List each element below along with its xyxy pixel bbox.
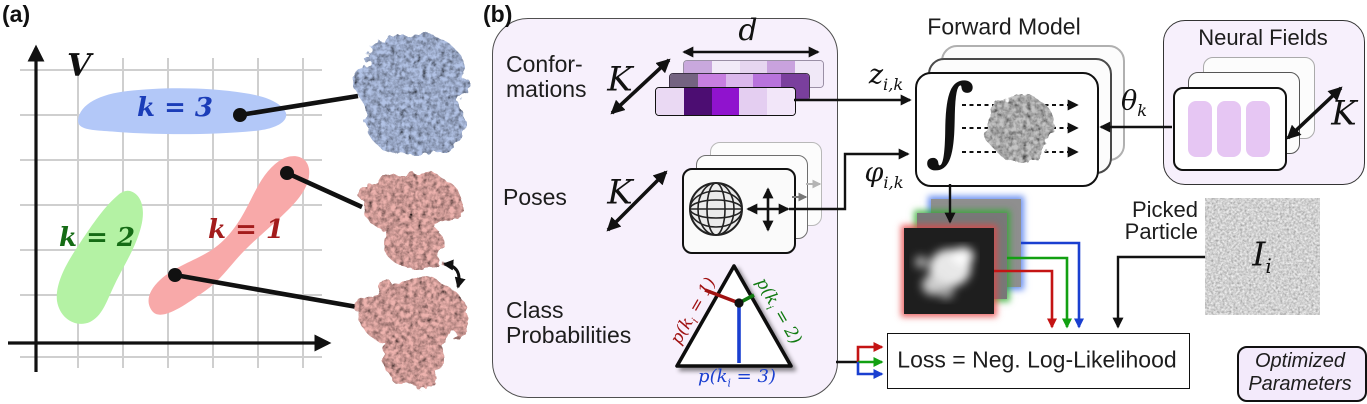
connector-line-k1-bottom <box>174 272 364 311</box>
conformations-label: Confor- mations <box>506 52 587 102</box>
neural-field-weight-bar <box>1217 101 1241 157</box>
neural-field-weight-bar <box>1246 101 1270 157</box>
protein-map-pink-top <box>361 169 461 269</box>
sample-connectors <box>168 93 364 311</box>
theta-symbol: θk <box>1120 85 1148 120</box>
pose-symbol: φi,k <box>864 157 904 192</box>
cluster-blob-k2 <box>56 190 143 324</box>
picked-particle-arrow <box>1112 255 1205 329</box>
picked-particle-label: Picked Particle <box>1108 197 1198 245</box>
theta-symbol-main: θ <box>1120 85 1138 117</box>
picked-particle-image <box>1205 198 1320 315</box>
neural-fields-title: Neural Fields <box>1198 25 1328 51</box>
sample-dot-k3 <box>233 108 247 122</box>
loss-label: Loss = Neg. Log-Likelihood <box>897 346 1177 373</box>
dimension-symbol: d <box>738 12 758 48</box>
neural-field-weight-bar <box>1188 101 1212 157</box>
protein-map-blue <box>357 33 469 158</box>
particle-image-symbol: Ii <box>1252 234 1272 279</box>
p3-pre: p(k <box>698 365 728 387</box>
rotation-arrow <box>442 259 466 289</box>
connector-line-k1-top <box>286 170 363 210</box>
theta-symbol-subscript: k <box>1137 100 1148 120</box>
class-prob-red-arrow <box>856 342 884 362</box>
latent-symbol-main: z <box>868 59 884 91</box>
panel-b-tag: (b) <box>483 1 513 27</box>
poses-k-symbol: K <box>607 172 633 213</box>
loss-box <box>887 333 1190 389</box>
pose-symbol-subscript: i,k <box>883 172 904 192</box>
projection-blue-arrow <box>1021 241 1084 329</box>
class-label-line2: Probabilities <box>506 321 632 348</box>
cluster-label-k3: k = 3 <box>137 92 213 123</box>
class-prob-blue-arrow <box>856 362 884 379</box>
projection-image-front <box>904 228 994 314</box>
latent-symbol-subscript: i,k <box>883 74 904 94</box>
neural-fields-k-symbol: K <box>1331 93 1357 134</box>
conformation-bar-front <box>655 87 796 116</box>
optimized-parameters-box <box>1237 346 1367 402</box>
particle-symbol-main: I <box>1252 234 1266 274</box>
conformations-label-line2: mations <box>506 75 587 102</box>
neural-field-card-front <box>1173 87 1287 171</box>
p3-sub: i <box>727 376 731 390</box>
conformations-k-symbol: K <box>607 59 633 100</box>
pose-card-front <box>682 168 796 254</box>
particle-symbol-subscript: i <box>1265 255 1272 279</box>
panel-a-tag: (a) <box>2 1 31 27</box>
simplex-label-p3: p(ki = 3) <box>698 367 776 389</box>
latent-code-symbol: zi,k <box>868 59 904 94</box>
pose-symbol-main: φ <box>864 157 884 189</box>
connector-line-k3 <box>239 93 359 118</box>
p3-post: = 3) <box>730 365 776 387</box>
protein-map-pink-bottom <box>358 279 468 389</box>
sample-dot-k1-bottom <box>168 268 182 282</box>
optimized-label-line2: Parameters <box>1248 373 1352 395</box>
optimized-parameters-label: Optimized Parameters <box>1237 350 1363 396</box>
conformations-label-line1: Confor- <box>506 51 583 77</box>
optimized-label-line1: Optimized <box>1254 350 1346 372</box>
class-probabilities-label: Class Probabilities <box>506 298 631 348</box>
latent-space-symbol: V <box>66 47 92 84</box>
sample-dot-k1-top <box>280 166 294 180</box>
picked-label-line1: Picked <box>1131 197 1198 222</box>
cluster-label-k1: k = 1 <box>208 214 284 245</box>
picked-label-line2: Particle <box>1124 219 1198 245</box>
cluster-label-k2: k = 2 <box>59 222 135 253</box>
poses-label: Poses <box>503 184 567 210</box>
integral-symbol: ∫ <box>925 64 976 176</box>
forward-model-title: Forward Model <box>927 13 1081 40</box>
class-label-line1: Class <box>506 297 564 323</box>
